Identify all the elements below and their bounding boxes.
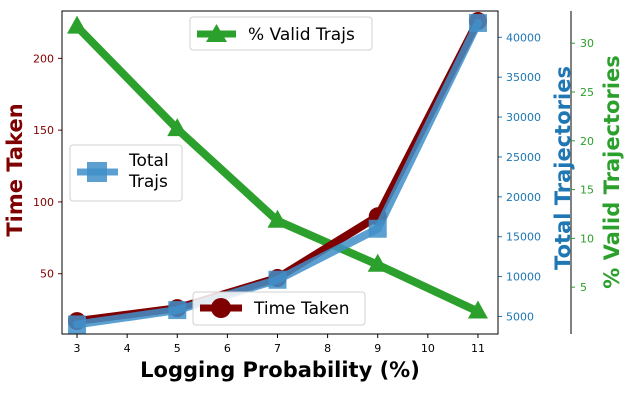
x-tick-label: 4 (124, 342, 131, 355)
x-tick-label: 8 (324, 342, 331, 355)
right2-tick-label: 10 (580, 232, 594, 245)
left-tick-label: 200 (33, 52, 54, 65)
x-tick-label: 3 (74, 342, 81, 355)
x-tick-label: 7 (274, 342, 281, 355)
x-axis-title: Logging Probability (%) (140, 358, 420, 382)
right1-tick-label: 10000 (506, 271, 541, 284)
legend-total-swatch-marker (87, 162, 107, 182)
right2-tick-label: 30 (580, 37, 594, 50)
legend-valid-swatch-marker (206, 24, 227, 42)
marks (67, 12, 488, 334)
right2-tick-label: 20 (580, 135, 594, 148)
axes: 3 4 5 6 7 8 9 10 11 50 100 150 200 5000 10000 15000 2000… (33, 11, 594, 355)
left-tick-label: 50 (40, 268, 54, 281)
point-total (368, 219, 387, 238)
point-total (68, 315, 87, 334)
legend-total-label-line1: Total (128, 151, 169, 171)
right2-tick-label: 15 (580, 184, 594, 197)
point-valid (167, 118, 188, 137)
point-total (468, 13, 487, 32)
point-valid (67, 15, 88, 34)
right1-axis-title: Total Trajectories (551, 66, 575, 270)
point-total (268, 270, 287, 289)
legend-total-box (69, 144, 183, 202)
right1-tick-label: 35000 (506, 71, 541, 84)
legend-valid-label: % Valid Trajs (248, 25, 355, 45)
right2-tick-label: 5 (580, 281, 587, 294)
right1-tick-label: 25000 (506, 151, 541, 164)
legend-total-label-line2: Trajs (128, 172, 168, 192)
left-axis-title: Time Taken (3, 103, 27, 236)
legend-time-label: Time Taken (253, 299, 349, 319)
legend-time: Time Taken (192, 291, 366, 326)
x-tick-label: 10 (421, 342, 435, 355)
legend-total: Total Trajs (69, 144, 183, 202)
left-tick-label: 150 (33, 124, 54, 137)
left-tick-label: 100 (33, 196, 54, 209)
right2-axis-title: % Valid Trajectories (600, 55, 624, 289)
point-valid (267, 209, 288, 228)
legend-time-box (192, 291, 366, 326)
legend-valid: % Valid Trajs (189, 16, 373, 51)
plot-frame (61, 10, 499, 335)
right1-tick-label: 15000 (506, 231, 541, 244)
x-tick-label: 11 (471, 342, 485, 355)
legend-time-swatch-marker (211, 298, 231, 318)
right2-tick-label: 25 (580, 86, 594, 99)
point-valid (367, 253, 388, 272)
point-total (168, 301, 187, 320)
right1-tick-label: 40000 (506, 31, 541, 44)
right1-tick-label: 5000 (506, 310, 534, 323)
right1-tick-label: 20000 (506, 191, 541, 204)
right1-tick-label: 30000 (506, 111, 541, 124)
legend-valid-box (189, 16, 373, 51)
x-tick-label: 9 (374, 342, 381, 355)
x-tick-label: 5 (174, 342, 181, 355)
x-tick-label: 6 (224, 342, 231, 355)
point-valid (467, 300, 488, 319)
